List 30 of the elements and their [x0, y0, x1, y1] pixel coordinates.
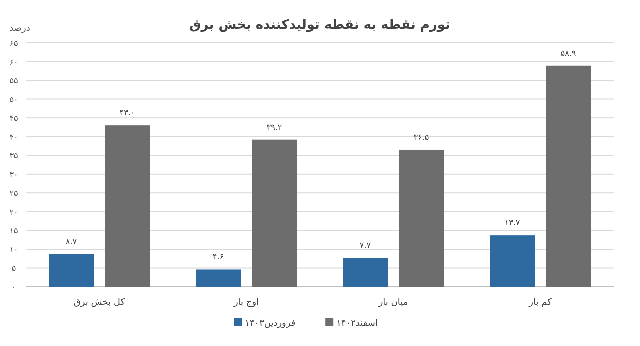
legend-label: اسفند۱۴۰۲ [336, 319, 378, 329]
ytick: ۲۰ [10, 208, 18, 217]
ytick: ۴۰ [10, 132, 18, 142]
data-label: ۱۳.۷ [504, 218, 520, 228]
data-label: ۳۹.۲ [266, 122, 282, 132]
ytick: ۰ [12, 283, 16, 292]
data-label: ۴۳.۰ [120, 108, 136, 118]
ytick: ۲۵ [10, 189, 18, 198]
ytick: ۶۰ [10, 58, 18, 67]
data-label: ۵۸.۹ [560, 48, 576, 58]
legend-label: فروردین۱۴۰۳ [245, 319, 296, 329]
ytick: ۵۵ [10, 76, 18, 86]
data-label: ۴.۶ [212, 252, 224, 262]
ytick: ۱۵ [10, 226, 18, 236]
ytick: ۳۵ [10, 152, 18, 161]
data-label: ۷.۷ [360, 241, 372, 250]
ylabel: درصد [10, 24, 30, 34]
data-label: ۸.۷ [66, 237, 78, 246]
ytick: ۵۰ [10, 95, 18, 104]
xtick: اوج بار [234, 298, 260, 308]
ytick: ۵ [12, 264, 16, 274]
ytick: ۱۰ [10, 245, 18, 254]
data-label: ۳۶.۵ [414, 132, 430, 142]
xtick: میان بار [378, 298, 408, 308]
title: تورم نقطه به نقطه تولیدکننده بخش برق [190, 18, 450, 33]
xtick: کل بخش برق [74, 298, 126, 308]
ytick: ۳۰ [10, 170, 18, 180]
ytick: ۶۵ [10, 39, 18, 48]
xtick: کم بار [529, 298, 552, 308]
ytick: ۴۵ [10, 114, 18, 124]
